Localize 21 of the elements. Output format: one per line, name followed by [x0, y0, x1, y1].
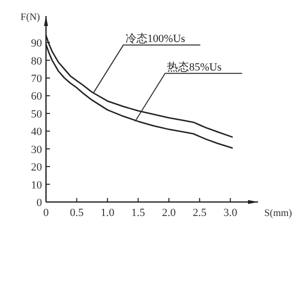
y-tick-label: 90 — [31, 38, 42, 50]
x-tick-label: 2.0 — [162, 207, 176, 219]
y-tick-label: 60 — [31, 90, 42, 103]
annotation: 热态85%Us — [167, 60, 222, 74]
y-tick-label: 30 — [31, 144, 42, 156]
x-axis-title: S(mm) — [264, 208, 292, 219]
y-tick-label: 40 — [31, 126, 42, 138]
x-tick-label: 0.5 — [70, 207, 84, 219]
x-tick-label: 1.0 — [100, 207, 115, 219]
x-tick-label: 2.5 — [192, 207, 207, 219]
x-tick-label: 1.5 — [131, 207, 146, 219]
y-tick-label: 70 — [31, 73, 42, 85]
x-tick-label: 3.0 — [223, 207, 238, 219]
y-axis-title: F(N) — [20, 12, 40, 23]
y-tick-label: 20 — [31, 162, 42, 174]
annotation: 热态85%Us — [134, 61, 243, 122]
y-tick-label: 10 — [31, 179, 42, 192]
annotation: 冷态100%Us — [125, 32, 186, 46]
y-tick-label: 80 — [31, 55, 42, 68]
y-tick-label: 50 — [31, 108, 42, 120]
y-tick-label: 0 — [36, 197, 42, 209]
